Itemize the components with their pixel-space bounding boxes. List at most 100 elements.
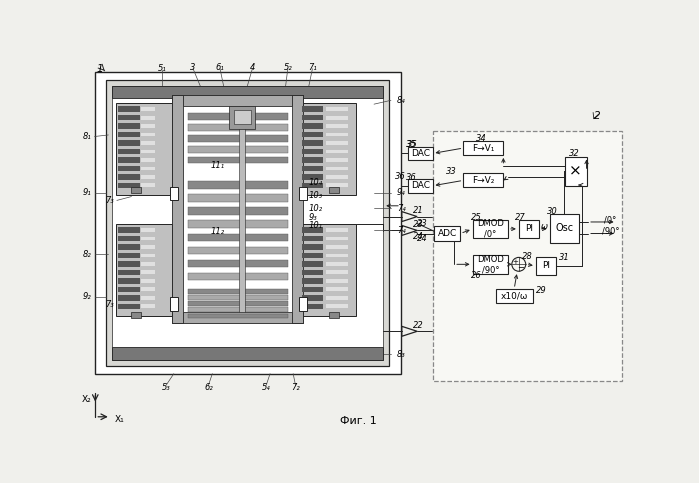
Bar xyxy=(141,167,155,170)
Bar xyxy=(141,296,155,300)
Text: 10₂: 10₂ xyxy=(308,204,323,213)
Text: F→V₂: F→V₂ xyxy=(473,176,495,185)
Bar xyxy=(326,270,348,274)
Bar xyxy=(188,124,288,131)
Bar xyxy=(118,286,140,292)
Bar xyxy=(188,233,288,241)
Bar xyxy=(326,124,348,128)
Text: 4: 4 xyxy=(250,63,255,71)
Bar xyxy=(118,253,140,258)
Bar xyxy=(463,173,503,187)
Text: 24: 24 xyxy=(413,232,424,241)
Text: 29: 29 xyxy=(535,286,547,295)
Text: 22: 22 xyxy=(413,321,424,330)
Bar xyxy=(234,110,251,124)
Text: Фиг. 1: Фиг. 1 xyxy=(340,416,377,426)
Bar xyxy=(188,273,288,281)
Bar xyxy=(326,245,348,249)
Text: PI: PI xyxy=(542,261,549,270)
Bar xyxy=(188,220,288,228)
Text: X₁: X₁ xyxy=(115,415,124,425)
Bar xyxy=(141,158,155,162)
Bar xyxy=(118,304,140,309)
Bar xyxy=(302,149,323,154)
Bar xyxy=(141,107,155,111)
Bar xyxy=(292,95,303,323)
Bar xyxy=(188,135,288,142)
Bar xyxy=(172,95,183,323)
Bar xyxy=(118,157,140,163)
Text: 11₂: 11₂ xyxy=(210,227,225,236)
Text: /0°: /0° xyxy=(605,215,617,224)
Text: ω: ω xyxy=(541,222,548,231)
Bar xyxy=(298,186,307,200)
Bar xyxy=(141,279,155,283)
Bar xyxy=(302,106,323,112)
Bar xyxy=(141,133,155,137)
Text: 5₄: 5₄ xyxy=(262,383,271,392)
Bar xyxy=(473,220,508,238)
Text: 8₂: 8₂ xyxy=(82,250,92,259)
Bar xyxy=(118,141,140,146)
Bar xyxy=(141,175,155,179)
Bar xyxy=(106,80,389,366)
Text: 9₃: 9₃ xyxy=(308,213,317,222)
Bar xyxy=(118,236,140,241)
Bar xyxy=(95,72,401,374)
Bar xyxy=(326,228,348,232)
Text: 26: 26 xyxy=(471,271,482,280)
Bar xyxy=(239,106,245,312)
Text: Osc: Osc xyxy=(555,223,573,233)
Text: 9₄: 9₄ xyxy=(397,188,406,197)
Bar xyxy=(188,181,288,189)
Bar xyxy=(433,131,622,382)
Bar xyxy=(302,174,323,180)
Text: 10₄: 10₄ xyxy=(308,178,323,187)
Text: 10₃: 10₃ xyxy=(308,191,323,200)
Bar xyxy=(116,102,171,195)
Bar xyxy=(326,133,348,137)
Text: PI: PI xyxy=(525,225,533,233)
Text: 27: 27 xyxy=(515,213,526,222)
Bar xyxy=(302,227,323,233)
Bar xyxy=(326,141,348,145)
Bar xyxy=(326,237,348,241)
Bar xyxy=(188,260,288,268)
Bar xyxy=(302,286,323,292)
Bar xyxy=(519,220,539,238)
Text: 5₂: 5₂ xyxy=(283,63,292,71)
Text: /90°: /90° xyxy=(603,227,620,236)
Bar xyxy=(326,279,348,283)
Bar xyxy=(116,224,171,316)
Bar xyxy=(188,295,288,300)
Text: 7₄: 7₄ xyxy=(397,204,406,213)
Bar xyxy=(188,313,288,318)
Text: 23: 23 xyxy=(413,220,424,229)
Bar xyxy=(302,124,323,129)
Bar xyxy=(326,150,348,154)
Bar xyxy=(188,114,288,120)
Bar xyxy=(141,124,155,128)
Bar xyxy=(302,261,323,267)
Bar xyxy=(188,308,288,312)
Text: +: + xyxy=(513,259,519,265)
Bar xyxy=(326,158,348,162)
Bar xyxy=(326,304,348,308)
Bar xyxy=(326,107,348,111)
Bar xyxy=(565,156,586,186)
Bar xyxy=(302,157,323,163)
Text: 24: 24 xyxy=(417,234,428,243)
Bar xyxy=(118,166,140,171)
Bar xyxy=(113,347,383,360)
Text: ⨯: ⨯ xyxy=(570,164,582,179)
Text: 8₁: 8₁ xyxy=(82,132,92,141)
Text: 6₁: 6₁ xyxy=(216,63,224,71)
Text: X₂: X₂ xyxy=(82,395,92,404)
Text: 8₄: 8₄ xyxy=(397,96,406,105)
Text: 36: 36 xyxy=(395,172,405,181)
Bar xyxy=(329,312,338,318)
Bar xyxy=(326,262,348,266)
Text: DAC: DAC xyxy=(411,149,430,158)
Bar xyxy=(326,184,348,187)
Bar xyxy=(170,297,178,311)
